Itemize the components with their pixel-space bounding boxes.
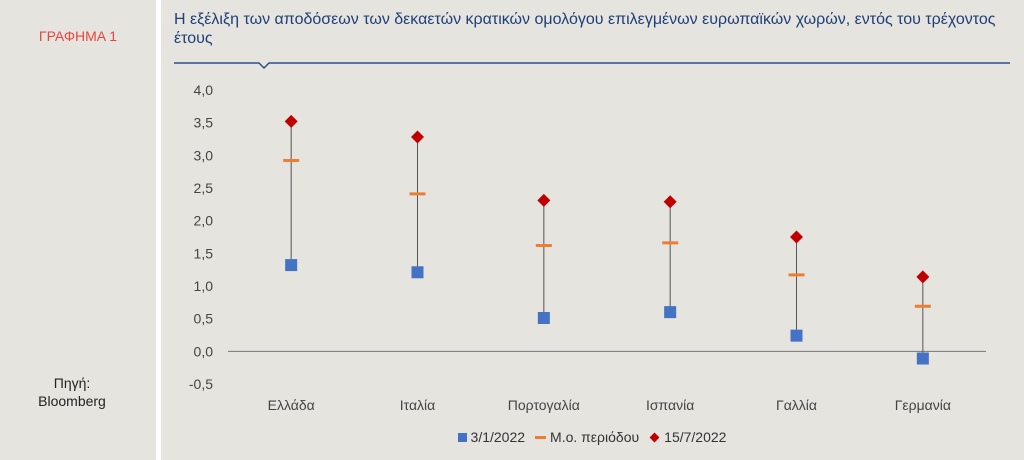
x-tick-label: Γαλλία — [776, 397, 817, 413]
y-tick-label: 0,0 — [194, 343, 214, 359]
start-point — [664, 306, 677, 319]
source-name: Bloomberg — [38, 393, 106, 409]
y-tick-label: 2,0 — [194, 213, 214, 229]
start-point — [790, 329, 803, 342]
y-tick-label: 4,0 — [194, 82, 214, 98]
legend-item-end: 15/7/2022 — [649, 429, 726, 445]
x-tick-label: Ισπανία — [646, 397, 694, 413]
legend-square-icon — [457, 432, 467, 442]
legend-label-end: 15/7/2022 — [664, 429, 727, 445]
y-tick-label: 3,0 — [194, 147, 214, 163]
legend-item-average: Μ.ο. περιόδου — [535, 429, 639, 445]
chart-title: Η εξέλιξη των αποδόσεων των δεκαετών κρα… — [174, 11, 996, 47]
x-tick-label: Ιταλία — [400, 397, 436, 413]
legend-dash-icon — [535, 435, 547, 439]
y-tick-label: 2,5 — [194, 180, 214, 196]
start-point — [411, 266, 424, 279]
end-point — [537, 193, 551, 207]
chart-panel — [161, 0, 1024, 460]
start-point — [285, 259, 298, 272]
end-point — [663, 195, 677, 209]
end-point — [284, 114, 298, 128]
y-axis: 4,0 3,5 3,0 2,5 2,0 1,5 1,0 0,5 0,0 -0,5 — [189, 82, 213, 392]
chart-marks — [283, 114, 931, 365]
x-axis: Ελλάδα Ιταλία Πορτογαλία Ισπανία Γαλλία Γερμα… — [228, 350, 986, 413]
legend-label-start: 3/1/2022 — [470, 429, 526, 445]
start-point — [916, 352, 929, 365]
source-note: Πηγή: Bloomberg — [0, 374, 144, 410]
start-point — [537, 312, 550, 325]
y-tick-label: -0,5 — [189, 376, 213, 392]
x-tick-label: Ελλάδα — [268, 397, 315, 413]
figure-label: ΓΡΑΦΗΜΑ 1 — [38, 28, 118, 44]
x-tick-label: Γερμανία — [895, 397, 951, 413]
y-tick-label: 1,0 — [194, 278, 214, 294]
legend-item-start: 3/1/2022 — [457, 429, 526, 445]
legend: 3/1/2022 Μ.ο. περιόδου 15/7/2022 — [0, 429, 1024, 445]
title-rule-line — [174, 62, 1010, 70]
end-point — [790, 230, 803, 244]
legend-diamond-icon — [649, 432, 660, 442]
legend-label-average: Μ.ο. περιόδου — [550, 429, 640, 445]
title-underline — [174, 62, 1010, 70]
y-tick-label: 1,5 — [194, 245, 214, 261]
left-panel: ΓΡΑΦΗΜΑ 1 Πηγή: Bloomberg — [0, 0, 156, 460]
end-point — [411, 130, 424, 144]
y-tick-label: 0,5 — [194, 311, 214, 327]
end-point — [916, 270, 930, 284]
source-label: Πηγή: — [53, 375, 91, 391]
y-tick-label: 3,5 — [194, 115, 214, 131]
x-tick-label: Πορτογαλία — [508, 397, 580, 413]
